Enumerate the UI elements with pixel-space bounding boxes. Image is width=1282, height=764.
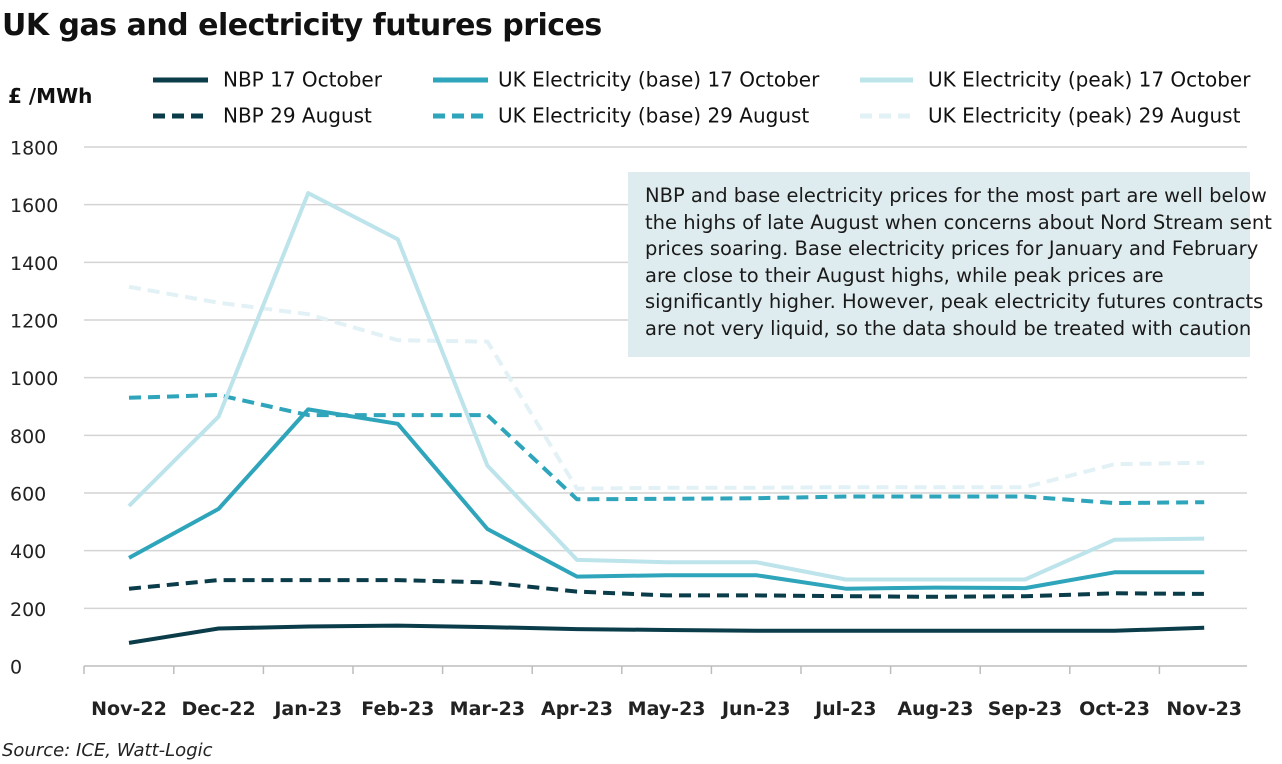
series-line: [128, 393, 1205, 506]
x-tick-label: Feb-23: [361, 698, 434, 720]
legend-label: UK Electricity (base) 29 August: [498, 104, 809, 128]
legend: NBP 17 October UK Electricity (base) 17 O…: [153, 68, 1251, 128]
x-tick-label: Nov-23: [1166, 698, 1242, 720]
x-tick-label: Apr-23: [541, 698, 613, 720]
y-axis-label: £ /MWh: [8, 84, 93, 108]
x-tick-label: May-23: [628, 698, 706, 720]
y-tick-label: 200: [10, 599, 46, 621]
x-tick-label: Dec-22: [181, 698, 255, 720]
annotation-line: are not very liquid, so the data should …: [645, 316, 1252, 340]
annotation-line: are close to their August highs, while p…: [645, 263, 1164, 287]
y-tick-label: 1600: [10, 195, 58, 217]
series-lines: [127, 191, 1205, 645]
y-tick-label: 0: [10, 657, 22, 679]
annotation-line: the highs of late August when concerns a…: [645, 210, 1272, 234]
annotation-line: NBP and base electricity prices for the …: [645, 184, 1267, 207]
y-tick-label: 1800: [10, 138, 58, 160]
source-note: Source: ICE, Watt-Logic: [2, 740, 213, 761]
series-line: [128, 623, 1205, 645]
legend-label: NBP 17 October: [223, 68, 383, 92]
y-axis-ticks: 0 200 400 600 800 1000 1200 1400 1600 1800: [10, 138, 58, 679]
x-tick-label: Mar-23: [450, 698, 525, 720]
series-line: [128, 407, 1205, 591]
y-tick-label: 600: [10, 484, 46, 506]
x-tick-label: Oct-23: [1079, 698, 1150, 720]
legend-label: UK Electricity (peak) 17 October: [928, 68, 1251, 92]
legend-label: NBP 29 August: [223, 104, 372, 128]
legend-label: UK Electricity (base) 17 October: [498, 68, 820, 92]
x-axis: Nov-22 Dec-22 Jan-23 Feb-23 Mar-23 Apr-23 May-…: [83, 665, 1247, 720]
x-tick-label: Aug-23: [897, 698, 973, 720]
y-tick-label: 1400: [10, 253, 58, 275]
series-line: [127, 191, 1205, 582]
series-line: [128, 284, 1205, 491]
series-line: [128, 578, 1205, 599]
annotation-line: prices soaring. Base electricity prices …: [645, 237, 1259, 260]
x-tick-label: Nov-22: [91, 698, 167, 720]
y-tick-label: 800: [10, 426, 46, 448]
annotation-box: NBP and base electricity prices for the …: [628, 172, 1272, 357]
x-tick-label: Jan-23: [272, 698, 342, 720]
x-tick-label: Sep-23: [988, 698, 1063, 720]
x-tick-label: Jul-23: [813, 698, 876, 720]
x-tick-label: Jun-23: [720, 698, 790, 720]
chart-title: UK gas and electricity futures prices: [2, 8, 602, 43]
annotation-line: significantly higher. However, peak elec…: [645, 290, 1264, 313]
y-tick-label: 1000: [10, 368, 58, 390]
y-tick-label: 400: [10, 541, 46, 563]
y-tick-label: 1200: [10, 311, 58, 333]
legend-label: UK Electricity (peak) 29 August: [928, 104, 1241, 128]
